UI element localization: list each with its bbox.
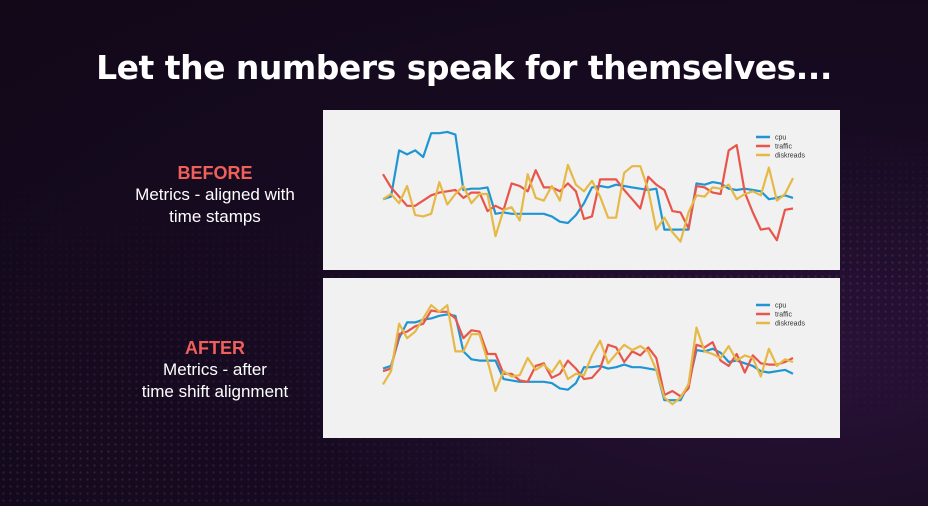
before-chart: cpu traffic diskreads [323,110,840,270]
before-series-traffic-line [382,143,794,242]
before-heading: BEFORE [177,163,253,183]
after-legend-label-diskreads: diskreads [775,321,805,328]
after-series-diskreads-line [382,304,794,406]
after-chart-svg: cpu traffic diskreads [382,303,805,406]
before-legend-label-diskreads: diskreads [775,153,805,160]
after-legend-label-cpu: cpu [775,303,786,310]
after-series-cpu-line [382,313,794,402]
before-series-diskreads-line [382,163,794,243]
after-series-traffic-line [382,309,794,398]
before-series-cpu-line [382,130,794,231]
after-heading: AFTER [185,338,245,358]
after-description-line2: time shift alignment [141,382,289,401]
before-description-line2: time stamps [169,207,261,226]
after-chart: cpu traffic diskreads [323,278,840,438]
before-description-line1: Metrics - aligned with [135,185,295,204]
after-label-block: AFTER Metrics - after time shift alignme… [110,337,320,403]
slide-title: Let the numbers speak for themselves... [96,48,832,87]
before-legend-label-cpu: cpu [775,135,786,142]
after-legend-label-traffic: traffic [775,312,792,319]
before-chart-svg: cpu traffic diskreads [382,130,805,243]
before-label-block: BEFORE Metrics - aligned with time stamp… [110,162,320,228]
after-description-line1: Metrics - after [163,360,267,379]
before-legend-label-traffic: traffic [775,144,792,151]
